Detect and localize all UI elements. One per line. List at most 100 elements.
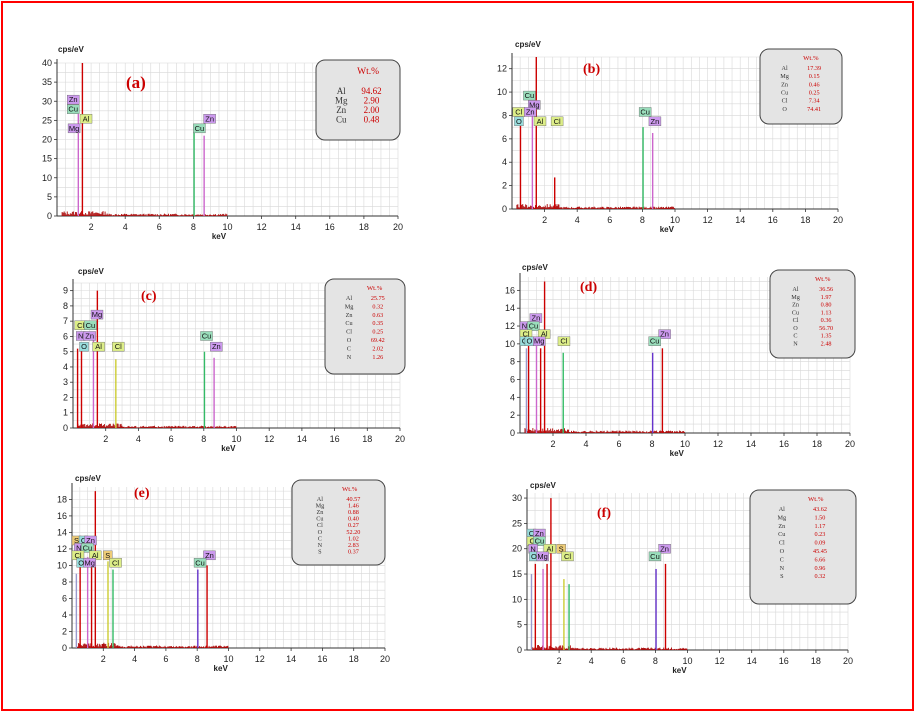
composition-table: Wt.% Al 43.62 Mg 1.50 Zn 1.17 Cu 0.23 Cl 0.09 O 45.4… bbox=[749, 489, 857, 605]
tag-label: Mg bbox=[534, 337, 544, 346]
tag-label: O bbox=[527, 337, 533, 346]
table-value: 0.63 bbox=[372, 312, 383, 319]
element-tag: Cu bbox=[648, 336, 661, 346]
tag-label: Zn bbox=[526, 107, 535, 116]
tag-label: Mg bbox=[529, 100, 539, 109]
tag-box bbox=[524, 107, 537, 117]
tag-label: N bbox=[530, 544, 535, 553]
element-tag: Cu bbox=[67, 104, 80, 114]
y-tick-label: 40 bbox=[42, 58, 52, 68]
tag-label: Cl bbox=[515, 107, 522, 116]
x-tick-label: 14 bbox=[747, 656, 757, 666]
table-value: 6.66 bbox=[815, 556, 826, 563]
tag-label: Cu bbox=[650, 337, 660, 346]
y-tick-label: 3 bbox=[63, 377, 68, 387]
table-value: 43.62 bbox=[813, 506, 827, 513]
table-element: Zn bbox=[316, 509, 323, 516]
tag-box bbox=[648, 336, 661, 346]
tag-label: Cl bbox=[115, 342, 122, 351]
x-tick-label: 6 bbox=[621, 656, 626, 666]
element-tag: Zn bbox=[67, 94, 80, 105]
x-tick-label: 20 bbox=[380, 654, 390, 664]
x-axis-label: keV bbox=[214, 664, 229, 673]
table-value: 2.48 bbox=[821, 340, 832, 347]
tag-label: O bbox=[531, 552, 537, 561]
y-tick-label: 25 bbox=[42, 115, 52, 125]
table-element: Mg bbox=[777, 514, 786, 521]
y-tick-label: 7 bbox=[63, 316, 68, 326]
x-tick-label: 16 bbox=[779, 439, 789, 449]
tag-box bbox=[81, 543, 94, 553]
y-tick-label: 6 bbox=[502, 134, 507, 144]
table-box bbox=[759, 48, 843, 125]
element-tag: S bbox=[556, 544, 566, 554]
table-element: O bbox=[318, 529, 323, 536]
table-element: O bbox=[793, 325, 798, 332]
element-tag: Cl bbox=[550, 116, 564, 127]
tag-label: Cl bbox=[74, 551, 81, 560]
y-tick-label: 8 bbox=[502, 110, 507, 120]
panel-d: 0 2 4 6 8 10 12 14 16 2 4 6 8 10 12 14 16 18 20 cps/eV keV Zn… bbox=[505, 263, 856, 458]
panel-e: 0 2 4 6 8 10 12 14 16 18 2 4 6 8 10 12 14 16 18 20 cps/eV keV… bbox=[57, 474, 390, 673]
y-tick-label: 2 bbox=[502, 181, 507, 191]
tag-label: Cu bbox=[195, 124, 205, 133]
table-header: Wt.% bbox=[803, 55, 819, 62]
tag-label: N bbox=[78, 331, 83, 340]
element-tag: Cl bbox=[109, 558, 122, 568]
element-tag: Cu bbox=[81, 543, 94, 553]
tag-label: Zn bbox=[212, 342, 221, 351]
y-tick-label: 30 bbox=[512, 493, 522, 503]
tag-label: Al bbox=[537, 117, 544, 126]
y-tick-label: 0 bbox=[62, 643, 67, 653]
table-value: 40.57 bbox=[346, 496, 360, 503]
tag-label: O bbox=[516, 117, 522, 126]
element-tag: Zn bbox=[83, 331, 96, 341]
x-tick-label: 4 bbox=[132, 654, 137, 664]
element-tag: Al bbox=[79, 114, 93, 124]
x-tick-label: 8 bbox=[195, 654, 200, 664]
x-tick-label: 20 bbox=[395, 434, 405, 444]
tag-label: Cl bbox=[77, 321, 84, 330]
x-tick-label: 18 bbox=[349, 654, 359, 664]
y-tick-label: 5 bbox=[47, 192, 52, 202]
table-element: N bbox=[347, 354, 352, 361]
x-tick-label: 20 bbox=[833, 215, 843, 225]
table-header: Wt.% bbox=[808, 496, 824, 503]
tag-box bbox=[533, 116, 547, 127]
tag-label: Mg bbox=[92, 310, 102, 319]
tag-box bbox=[103, 550, 113, 561]
y-tick-label: 0 bbox=[502, 204, 507, 214]
y-axis-label: cps/eV bbox=[515, 40, 541, 49]
tag-box bbox=[533, 536, 546, 546]
x-tick-label: 14 bbox=[746, 439, 756, 449]
element-tag: Cu bbox=[193, 123, 206, 134]
tag-box bbox=[67, 123, 81, 134]
y-tick-label: 1 bbox=[63, 408, 68, 418]
tag-box bbox=[92, 341, 105, 352]
element-tag: Cu bbox=[533, 536, 546, 546]
table-element: S bbox=[780, 573, 784, 580]
x-tick-label: 18 bbox=[800, 215, 810, 225]
tag-box bbox=[203, 550, 216, 561]
x-tick-label: 16 bbox=[325, 222, 335, 232]
tag-box bbox=[638, 107, 652, 117]
tag-box bbox=[83, 558, 96, 568]
tag-label: Cu bbox=[68, 105, 78, 114]
y-tick-label: 10 bbox=[42, 173, 52, 183]
tag-box bbox=[79, 341, 89, 352]
x-tick-label: 12 bbox=[257, 222, 267, 232]
table-element: Zn bbox=[778, 523, 785, 530]
tag-box bbox=[658, 329, 671, 339]
x-tick-label: 14 bbox=[735, 215, 745, 225]
y-tick-label: 5 bbox=[517, 620, 522, 630]
composition-table: Wt.% Al 25.75 Mg 0.32 Zn 0.63 Cu 0.35 Cl 0.25 O 69.4… bbox=[324, 278, 406, 375]
table-box bbox=[749, 489, 857, 605]
tag-box bbox=[557, 336, 571, 346]
y-tick-label: 14 bbox=[505, 303, 515, 313]
table-value: 0.80 bbox=[821, 302, 832, 309]
table-value: 17.39 bbox=[807, 65, 821, 72]
x-tick-label: 6 bbox=[169, 434, 174, 444]
table-value: 0.36 bbox=[821, 317, 832, 324]
table-value: 2.02 bbox=[372, 345, 383, 352]
